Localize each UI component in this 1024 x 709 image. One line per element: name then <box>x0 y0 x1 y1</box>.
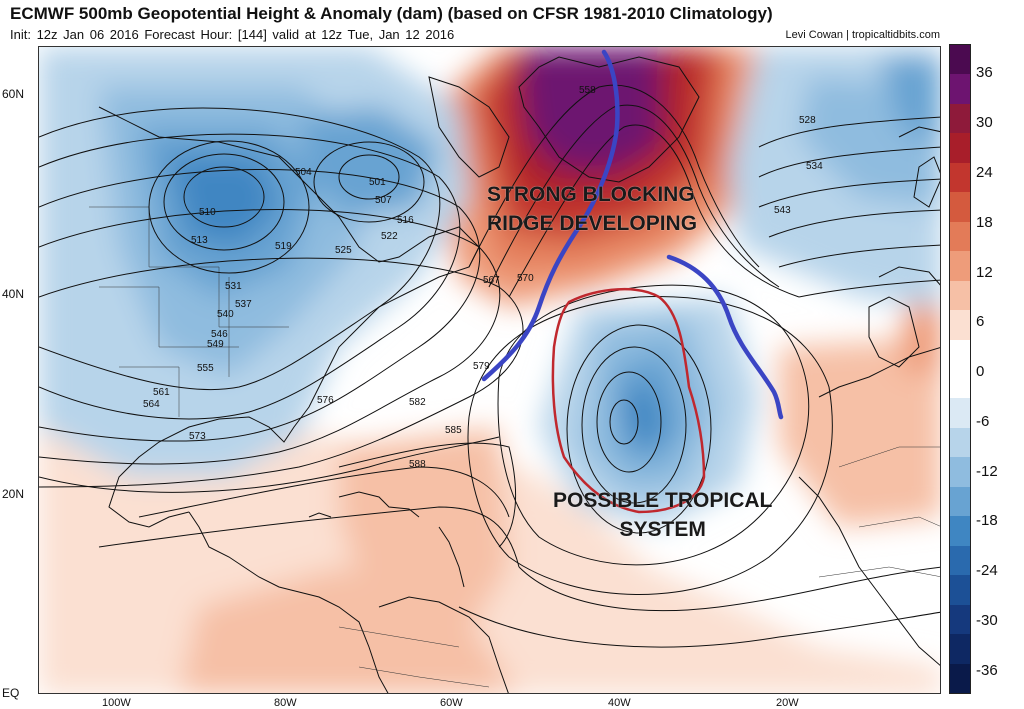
colorbar-segment <box>950 457 970 488</box>
colorbar-segment <box>950 192 970 223</box>
lon-label: 80W <box>274 697 297 709</box>
colorbar-tick-label: -18 <box>976 512 998 530</box>
contour-label: 528 <box>799 115 816 126</box>
contour-label: 531 <box>225 281 242 292</box>
colorbar-segment <box>950 103 970 134</box>
contour-label: 558 <box>579 85 596 96</box>
contour-label: 501 <box>369 177 386 188</box>
contour-label: 549 <box>207 339 224 350</box>
colorbar-segment <box>950 251 970 282</box>
map-subtitle: Init: 12z Jan 06 2016 Forecast Hour: [14… <box>10 27 455 42</box>
contour-label: 582 <box>409 397 426 408</box>
lon-label: 100W <box>102 697 131 709</box>
colorbar-segment <box>950 634 970 665</box>
contour-label: 576 <box>317 395 334 406</box>
colorbar-segment <box>950 221 970 252</box>
trough-axis-markers <box>481 49 784 420</box>
colorbar-tick-label: 0 <box>976 363 985 381</box>
colorbar-segment <box>950 398 970 429</box>
trough-axis-west <box>481 49 620 382</box>
contour-label: 522 <box>381 231 398 242</box>
colorbar-segment <box>950 74 970 105</box>
colorbar-tick-label: 12 <box>976 263 993 281</box>
contour-label: 579 <box>473 361 490 372</box>
lat-label: EQ <box>2 686 20 700</box>
contour-label: 504 <box>295 167 312 178</box>
colorbar-segment <box>950 310 970 341</box>
map-panel: 504 501 507 510 513 516 519 522 525 528 … <box>38 46 941 694</box>
contour-label: 540 <box>217 309 234 320</box>
colorbar-tick-label: -36 <box>976 661 998 679</box>
tropical-annotation-line2: SYSTEM <box>619 518 706 541</box>
political-borders <box>89 206 940 688</box>
contour-label: 570 <box>517 273 534 284</box>
contour-label: 513 <box>191 235 208 246</box>
map-title: ECMWF 500mb Geopotential Height & Anomal… <box>10 4 773 23</box>
colorbar-segment <box>950 663 970 694</box>
colorbar-tick-label: 30 <box>976 114 993 132</box>
colorbar-segment <box>950 280 970 311</box>
contour-label: 588 <box>409 459 426 470</box>
trough-axis-east <box>666 254 784 420</box>
contour-label: 516 <box>397 215 414 226</box>
tropical-annotation: POSSIBLE TROPICAL SYSTEM <box>553 486 772 544</box>
colorbar-tick-label: 36 <box>976 64 993 82</box>
tropical-annotation-line1: POSSIBLE TROPICAL <box>553 489 773 512</box>
colorbar-segment <box>950 516 970 547</box>
colorbar-tick-label: -12 <box>976 462 998 480</box>
height-contours <box>39 84 940 648</box>
colorbar-tick-label: 6 <box>976 313 985 331</box>
colorbar-segment <box>950 133 970 164</box>
contour-label: 555 <box>197 363 214 374</box>
ridge-annotation-line2: RIDGE DEVELOPING <box>487 212 698 235</box>
contour-label: 585 <box>445 425 462 436</box>
contour-labels: 504 501 507 510 513 516 519 522 525 528 … <box>143 85 823 470</box>
contour-label: 543 <box>774 205 791 216</box>
lat-label: 40N <box>2 287 25 301</box>
colorbar-segment <box>950 575 970 606</box>
map-canvas: 504 501 507 510 513 516 519 522 525 528 … <box>39 47 940 693</box>
colorbar-segment <box>950 162 970 193</box>
contour-label: 564 <box>143 399 160 410</box>
map-credit: Levi Cowan | tropicaltidbits.com <box>785 29 940 41</box>
colorbar-tick-label: 24 <box>976 164 993 181</box>
contour-label: 510 <box>199 207 216 218</box>
colorbar-segment <box>950 45 970 75</box>
colorbar-tick-label: -6 <box>976 412 990 430</box>
contour-label: 546 <box>211 329 228 340</box>
contour-label: 534 <box>806 161 823 172</box>
colorbar-tick-label: 18 <box>976 213 993 231</box>
lon-label: 60W <box>440 697 463 709</box>
lat-label: 60N <box>2 87 25 101</box>
lat-label: 20N <box>2 487 25 501</box>
colorbar-segment <box>950 369 970 399</box>
ridge-annotation: STRONG BLOCKING RIDGE DEVELOPING <box>487 180 697 238</box>
colorbar-tick-label: -24 <box>976 562 998 580</box>
ridge-annotation-line1: STRONG BLOCKING <box>487 183 695 206</box>
colorbar-segment <box>950 339 970 370</box>
colorbar-segment <box>950 604 970 635</box>
colorbar-segment <box>950 486 970 517</box>
contour-label: 507 <box>375 195 392 206</box>
contour-label: 537 <box>235 299 252 310</box>
colorbar-tick-label: -30 <box>976 612 998 629</box>
lon-label: 40W <box>608 697 631 709</box>
contour-label: 561 <box>153 387 170 398</box>
contour-label: 519 <box>275 241 292 252</box>
colorbar-segment <box>950 427 970 458</box>
anomaly-colorbar <box>949 44 971 694</box>
tropical-system-circle <box>551 288 706 514</box>
contour-label: 525 <box>335 245 352 256</box>
lon-label: 20W <box>776 697 799 709</box>
contour-label: 573 <box>189 431 206 442</box>
contour-label: 567 <box>483 275 500 286</box>
colorbar-segment <box>950 545 970 576</box>
